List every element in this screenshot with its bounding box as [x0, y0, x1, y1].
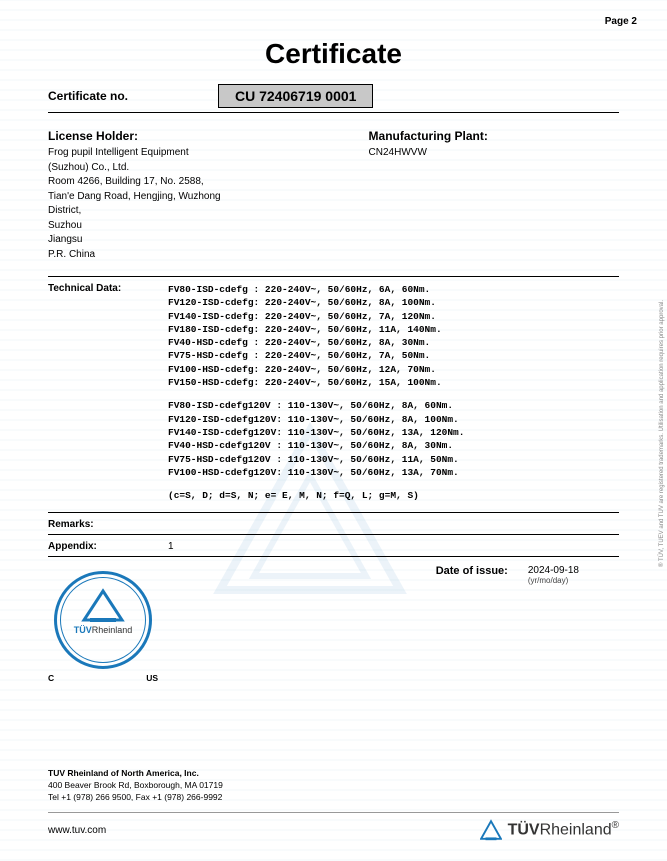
technical-data-label: Technical Data:: [48, 283, 168, 502]
date-of-issue-label: Date of issue:: [436, 565, 508, 585]
date-of-issue-value: 2024-09-18: [528, 565, 579, 576]
license-holder-section: License Holder: Frog pupil Intelligent E…: [48, 129, 349, 262]
license-holder-heading: License Holder:: [48, 129, 349, 143]
license-holder-body: Frog pupil Intelligent Equipment (Suzhou…: [48, 146, 349, 262]
technical-data-legend: (c=S, D; d=S, N; e= E, M, N; f=Q, L; g=M…: [168, 489, 464, 502]
remarks-label: Remarks:: [48, 519, 168, 530]
appendix-label: Appendix:: [48, 541, 168, 552]
tuv-stamp: TÜVRheinland: [48, 565, 158, 675]
manufacturing-plant-heading: Manufacturing Plant:: [369, 129, 619, 143]
stamp-triangle-icon: [48, 565, 158, 675]
divider-2: [48, 512, 619, 513]
footer-url: www.tuv.com: [48, 825, 106, 836]
footer-divider: [48, 812, 619, 813]
technical-data-section: Technical Data: FV80-ISD-cdefg : 220-240…: [48, 283, 619, 502]
technical-data-block2: FV80-ISD-cdefg120V : 110-130V~, 50/60Hz,…: [168, 399, 464, 479]
divider-1: [48, 276, 619, 277]
footer-address: 400 Beaver Brook Rd, Boxborough, MA 0171…: [48, 780, 619, 792]
date-of-issue-format: (yr/mo/day): [528, 576, 579, 585]
tuv-triangle-icon: [480, 819, 502, 841]
appendix-value: 1: [168, 541, 174, 552]
footer-company: TUV Rheinland of North America, Inc.: [48, 768, 619, 780]
tuv-logo: TÜVRheinland®: [480, 819, 619, 841]
tuv-logo-bold: TÜV: [508, 822, 540, 839]
certificate-number-row: Certificate no. CU 72406719 0001: [48, 84, 619, 113]
page-title: Certificate: [48, 38, 619, 70]
side-legal-text: ® TÜV, TUEV and TUV are registered trade…: [659, 300, 665, 567]
certificate-number-value: CU 72406719 0001: [218, 84, 373, 108]
footer: TUV Rheinland of North America, Inc. 400…: [48, 768, 619, 841]
divider-3: [48, 534, 619, 535]
manufacturing-plant-section: Manufacturing Plant: CN24HWVW: [369, 129, 619, 262]
tuv-logo-registered: ®: [612, 820, 619, 831]
tuv-logo-light: Rheinland: [540, 822, 612, 839]
issue-row: TÜVRheinland C US Date of issue: 2024-09…: [48, 565, 619, 683]
divider-4: [48, 556, 619, 557]
appendix-row: Appendix: 1: [48, 541, 619, 552]
technical-data-block1: FV80-ISD-cdefg : 220-240V~, 50/60Hz, 6A,…: [168, 283, 464, 389]
remarks-row: Remarks:: [48, 519, 619, 530]
manufacturing-plant-body: CN24HWVW: [369, 146, 619, 161]
footer-telephone: Tel +1 (978) 266 9500, Fax +1 (978) 266-…: [48, 792, 619, 804]
certificate-number-label: Certificate no.: [48, 89, 218, 103]
certificate-content: Certificate Certificate no. CU 72406719 …: [0, 0, 667, 683]
stamp-brand-text: TÜVRheinland: [48, 625, 158, 635]
